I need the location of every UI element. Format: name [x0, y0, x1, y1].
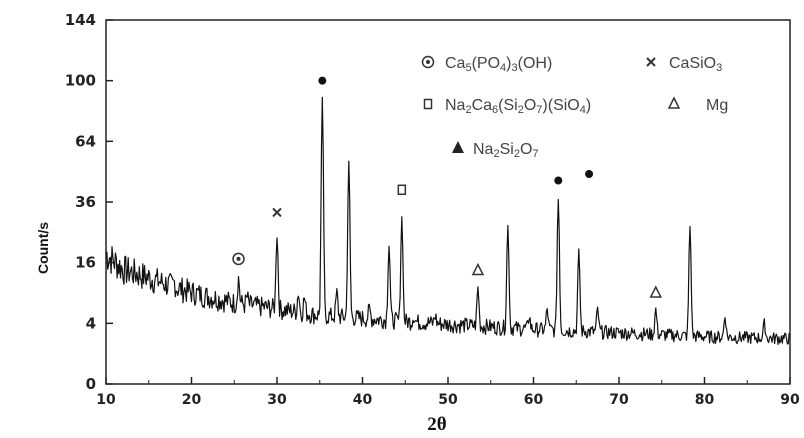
- legend-item-label: Ca5(PO4)3(OH): [445, 55, 552, 74]
- legend: Ca5(PO4)3(OH) CaSiO3 Na2Ca6(Si2O7)(SiO4) Mg…: [421, 55, 728, 160]
- x-tick-label: 60: [524, 392, 544, 408]
- x-tick-label: 70: [609, 392, 629, 408]
- marker-open-triangle-icon: [667, 96, 681, 109]
- legend-item-label: Mg: [706, 97, 728, 114]
- x-tick-label: 80: [695, 392, 715, 408]
- y-tick-label: 4: [86, 314, 96, 332]
- diffraction-pattern: [105, 96, 791, 345]
- legend-item-label: Na2Si2O7: [473, 141, 539, 160]
- y-axis-label: Count/s: [35, 222, 51, 274]
- marker-circle-dot-icon: [232, 252, 245, 266]
- y-tick-label: 64: [75, 132, 96, 150]
- x-tick-label: 10: [96, 392, 116, 408]
- pattern-line: [105, 96, 791, 345]
- marker-filled-triangle-icon: [452, 141, 464, 153]
- marker-cross-icon: [272, 207, 282, 218]
- marker-open-triangle-icon: [649, 285, 662, 298]
- marker-cross-icon: [646, 57, 656, 67]
- marker-open-square-icon: [423, 98, 433, 110]
- x-tick-label: 30: [267, 392, 287, 408]
- y-axis-ticks: 0 4 16 36 64 100 144: [65, 11, 113, 393]
- peak-markers: [232, 76, 662, 298]
- x-tick-label: 20: [182, 392, 202, 408]
- y-tick-label: 144: [65, 11, 96, 29]
- x-tick-label: 50: [438, 392, 458, 408]
- legend-item-label: Na2Ca6(Si2O7)(SiO4): [445, 97, 591, 116]
- marker-filled-circle-icon: [585, 170, 594, 178]
- marker-filled-circle-icon: [318, 76, 327, 85]
- marker-circle-dot-icon: [421, 55, 435, 69]
- x-axis-label: 2θ: [427, 414, 447, 435]
- x-tick-label: 40: [353, 392, 373, 408]
- legend-item-label: CaSiO3: [669, 55, 722, 74]
- x-tick-label: 90: [780, 392, 800, 408]
- marker-open-square-icon: [397, 184, 407, 196]
- marker-filled-circle-icon: [554, 176, 563, 185]
- y-tick-label: 0: [86, 375, 96, 393]
- y-tick-label: 16: [75, 254, 96, 272]
- x-axis-ticks: 10 20 30 40 50 60 70 80 90: [96, 377, 800, 408]
- y-tick-label: 100: [65, 72, 96, 90]
- y-tick-label: 36: [75, 193, 96, 211]
- marker-open-triangle-icon: [471, 262, 485, 276]
